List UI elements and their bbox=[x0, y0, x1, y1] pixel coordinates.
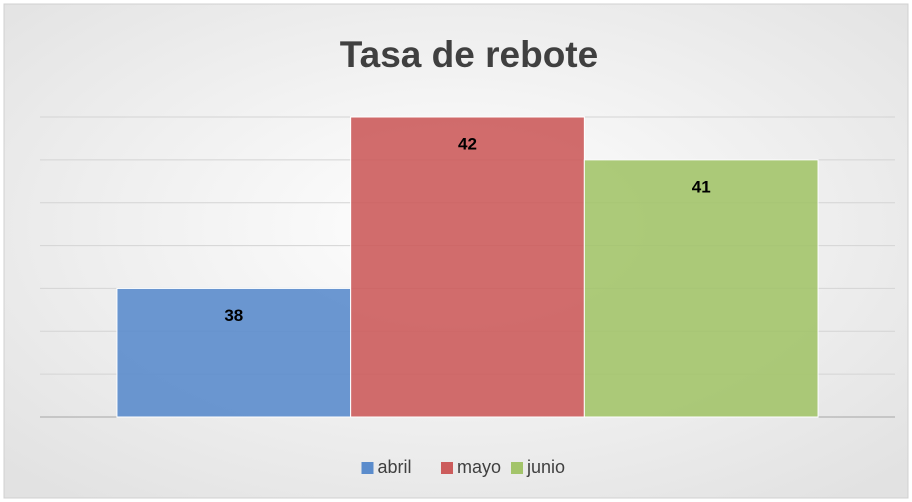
data-label: 38 bbox=[224, 306, 243, 325]
bar bbox=[116, 287, 352, 418]
legend-label: mayo bbox=[457, 457, 501, 477]
chart-title: Tasa de rebote bbox=[340, 34, 598, 75]
bar bbox=[583, 159, 819, 418]
data-label: 42 bbox=[458, 134, 477, 153]
legend-label: abril bbox=[378, 457, 412, 477]
legend-swatch bbox=[441, 462, 453, 474]
legend-label: junio bbox=[526, 457, 565, 477]
bar bbox=[350, 116, 585, 418]
legend-swatch bbox=[361, 462, 374, 474]
data-label: 41 bbox=[692, 177, 711, 196]
legend-swatch bbox=[511, 462, 523, 474]
